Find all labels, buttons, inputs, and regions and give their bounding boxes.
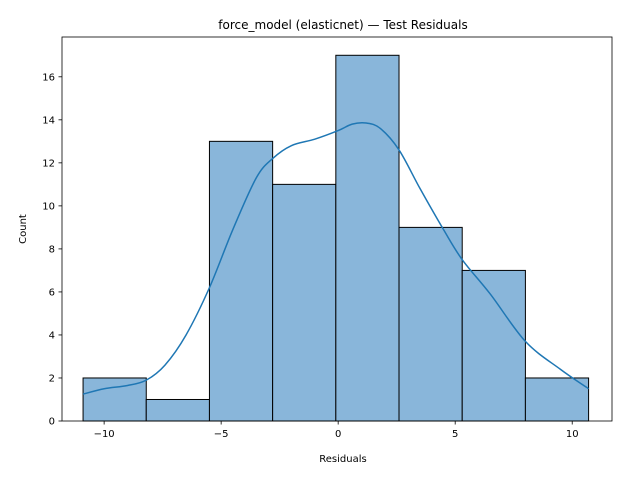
x-tick-label: 5 [452,429,458,440]
x-tick-label: 0 [335,429,341,440]
axes-frame [61,36,613,422]
histogram-bar-8 [524,377,590,422]
y-tick-label: 2 [49,373,55,384]
y-axis-ticks: 0 2 4 6 8 10 12 14 16 [42,72,62,428]
x-tick-label: 10 [566,429,579,440]
y-tick-label: 14 [42,115,55,126]
chart-title: force_model (elasticnet) — Test Residual… [218,18,467,32]
x-tick-label: −10 [94,429,115,440]
histogram-bar-4 [272,183,337,422]
y-tick-label: 6 [49,287,55,298]
y-tick-label: 12 [42,158,55,169]
x-axis-ticks: −10 −5 0 5 10 [94,421,579,440]
histogram-bar-5 [335,54,400,422]
y-tick-label: 16 [42,72,55,83]
histogram-bar-3 [208,140,274,422]
y-tick-label: 10 [42,201,55,212]
histogram-bar-2 [145,398,210,422]
histogram-bar-1 [82,377,147,422]
y-tick-label: 8 [49,244,55,255]
y-axis-label: Count [18,214,29,244]
y-tick-label: 4 [49,330,55,341]
x-tick-label: −5 [214,429,229,440]
histogram-bar-6 [398,226,463,422]
x-axis-label: Residuals [319,454,366,465]
y-tick-label: 0 [49,417,55,428]
histogram-bars [82,54,590,422]
kde-curve [82,121,590,395]
histogram-bar-7 [461,269,526,422]
